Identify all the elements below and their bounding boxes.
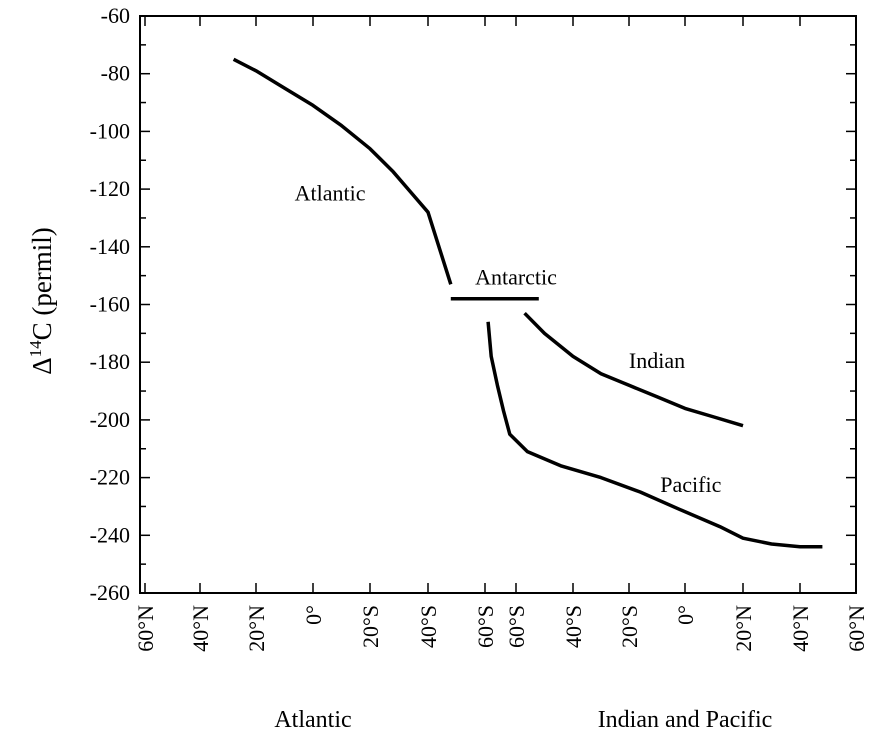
x-tick-label: 20°N [731,605,756,652]
x-tick-label: 40°N [788,605,813,652]
x-tick-label: 0° [673,605,698,625]
x-tick-label: 60°S [473,605,498,648]
y-tick-label: -260 [90,580,130,605]
y-tick-label: -240 [90,522,130,547]
y-tick-label: -140 [90,234,130,259]
x-tick-label: 40°S [561,605,586,648]
y-axis-label: Δ14C (permil) [26,227,57,375]
y-tick-label: -80 [101,61,130,86]
x-tick-label: 20°S [617,605,642,648]
annotation-indian: Indian [629,348,685,373]
x-tick-label: 40°S [416,605,441,648]
annotation-atlantic: Atlantic [295,181,366,206]
series-line-indian [523,311,744,428]
x-tick-label: 60°N [844,605,869,652]
y-tick-label: -100 [90,118,130,143]
annotation-antarctic: Antarctic [475,264,557,289]
y-tick-label: -200 [90,407,130,432]
x-group-label-indian-pacific: Indian and Pacific [598,707,773,733]
x-tick-label: 60°N [133,605,158,652]
y-tick-label: -160 [90,292,130,317]
x-tick-label: 0° [301,605,326,625]
x-group-label-atlantic: Atlantic [274,707,351,733]
x-tick-label: 20°N [244,605,269,652]
x-tick-label: 60°S [504,605,529,648]
annotation-pacific: Pacific [660,472,721,497]
x-tick-label: 40°N [188,605,213,652]
y-tick-label: -180 [90,349,130,374]
y-tick-label: -120 [90,176,130,201]
y-tick-label: -60 [101,3,130,28]
series-line-atlantic [232,57,453,285]
plot-frame [139,15,857,594]
y-tick-label: -220 [90,465,130,490]
x-tick-label: 20°S [358,605,383,648]
series-line-pacific [486,321,823,549]
